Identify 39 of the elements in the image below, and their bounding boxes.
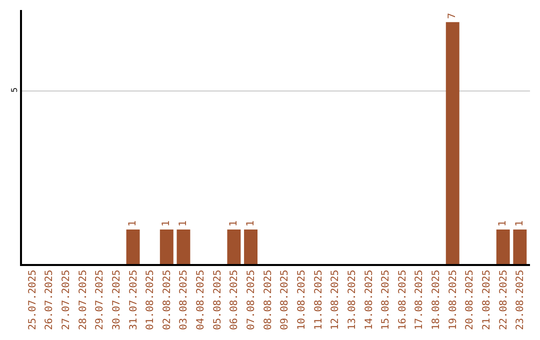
x-tick-label: 12.08.2025: [330, 270, 342, 330]
data-label: 1: [245, 220, 256, 226]
x-tick-label: 05.08.2025: [212, 270, 224, 330]
data-label: 1: [178, 220, 189, 226]
data-label: 1: [514, 220, 526, 226]
x-tick-label: 20.08.2025: [464, 270, 476, 330]
x-tick-label: 23.08.2025: [515, 270, 526, 330]
x-tick-label: 21.08.2025: [482, 270, 493, 330]
x-tick-label: 11.08.2025: [313, 270, 324, 330]
data-label: 1: [128, 220, 139, 226]
x-tick-label: 25.07.2025: [27, 270, 38, 330]
x-tick-label: 22.08.2025: [498, 270, 510, 330]
y-tick-label: 5: [10, 87, 20, 93]
data-label: 1: [228, 220, 240, 226]
x-tick-label: 17.08.2025: [414, 270, 426, 330]
x-tick-label: 04.08.2025: [196, 270, 207, 330]
x-tick-label: 31.07.2025: [128, 270, 140, 330]
x-tick-label: 16.08.2025: [397, 270, 408, 330]
x-tick-label: 19.08.2025: [448, 270, 459, 330]
x-tick-label: 03.08.2025: [178, 270, 190, 330]
data-label: 7: [447, 12, 458, 20]
data-label: 1: [498, 220, 509, 226]
x-tick-label: 06.08.2025: [229, 270, 240, 330]
x-tick-label: 13.08.2025: [346, 270, 358, 330]
x-tick-label: 02.08.2025: [162, 270, 173, 330]
x-tick-label: 09.08.2025: [280, 270, 291, 330]
x-tick-label: 29.07.2025: [94, 270, 106, 330]
x-tick-label: 27.07.2025: [60, 270, 72, 330]
x-tick-label: 26.07.2025: [44, 270, 56, 330]
data-label: 1: [161, 220, 172, 226]
x-tick-label: 07.08.2025: [246, 270, 258, 330]
x-tick-label: 10.08.2025: [296, 270, 308, 330]
x-tick-label: 18.08.2025: [431, 270, 442, 330]
x-tick-label: 15.08.2025: [380, 270, 392, 330]
x-tick-label: 08.08.2025: [262, 270, 274, 330]
x-tick-label: 01.08.2025: [145, 270, 156, 330]
x-tick-label: 14.08.2025: [364, 270, 375, 330]
x-tick-label: 28.07.2025: [78, 270, 89, 330]
x-tick-label: 30.07.2025: [111, 270, 122, 330]
